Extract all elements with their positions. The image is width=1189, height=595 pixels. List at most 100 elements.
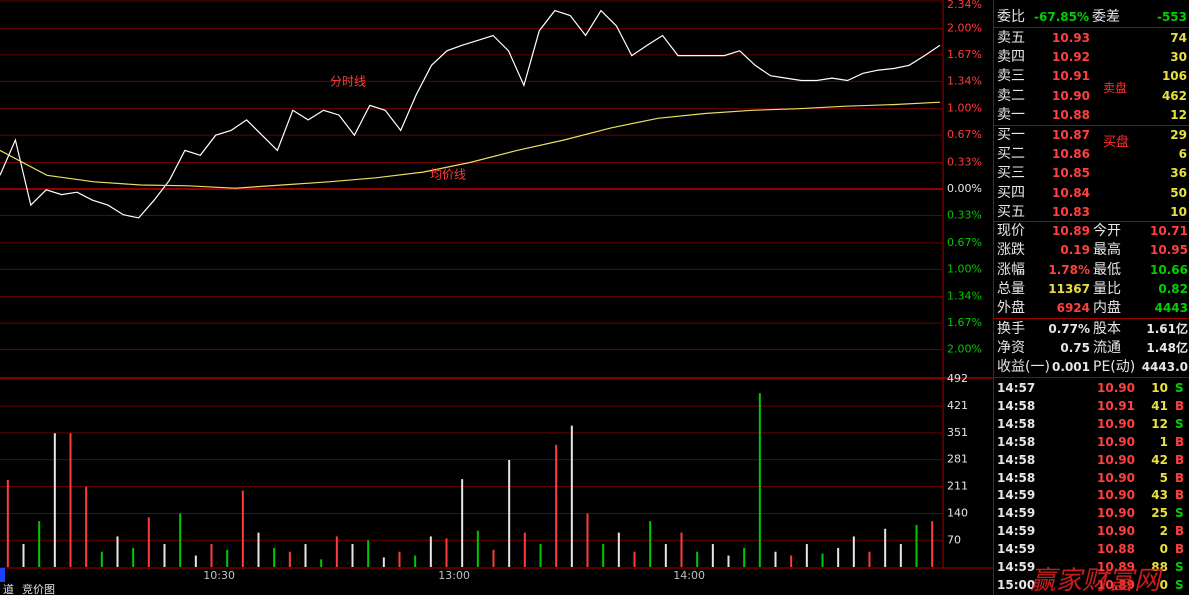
book-volume: 36 <box>1170 166 1187 181</box>
chart: 2.34% 2.00% 1.67% 1.34% 1.00% 0.67% 0.33% 0.00%… <box>0 0 993 595</box>
volume-bar <box>210 544 213 567</box>
trade-time: 14:59 <box>997 488 1036 503</box>
book-price: 10.91 <box>1052 69 1090 84</box>
y-tick-label: 281 <box>947 453 968 466</box>
book-label: 卖一 <box>997 106 1025 123</box>
volume-bar <box>398 551 401 567</box>
chart-bg <box>0 0 993 595</box>
trade-volume: 10 <box>1151 381 1168 395</box>
volume-bar <box>116 536 119 567</box>
y-tick-label: 70 <box>947 533 961 546</box>
volume-bar <box>429 536 432 567</box>
x-tick-label: 10:30 <box>203 569 235 582</box>
stat-label: PE(动) <box>1093 359 1136 376</box>
book-label: 买五 <box>997 203 1025 220</box>
volume-bar <box>273 547 276 567</box>
stat-label: 内盘 <box>1093 300 1121 317</box>
trade-price: 10.90 <box>1097 524 1135 539</box>
book-label: 卖四 <box>997 49 1025 66</box>
volume-bar <box>633 551 636 567</box>
trade-time: 14:59 <box>997 524 1036 539</box>
trade-volume: 5 <box>1159 470 1168 485</box>
volume-bar <box>931 521 934 567</box>
trade-volume: 1 <box>1159 434 1168 449</box>
y-tick-label: 140 <box>947 507 968 520</box>
y-tick-label: 1.00% <box>947 102 982 115</box>
price-line <box>0 9 941 219</box>
book-price: 10.88 <box>1052 107 1090 122</box>
trade-price: 10.89 <box>1097 560 1135 574</box>
trade-price: 10.91 <box>1097 398 1135 413</box>
tab[interactable]: 竞价图 <box>22 582 55 595</box>
volume-bar <box>680 532 683 567</box>
volume-bar <box>476 530 479 567</box>
panel-divider <box>993 0 994 595</box>
book-label: 买二 <box>997 146 1025 163</box>
volume-bar <box>790 555 793 567</box>
stat-value: 0.75 <box>1060 340 1090 355</box>
separator <box>994 27 1189 28</box>
trade-time: 14:58 <box>997 452 1036 467</box>
stat-value: 10.89 <box>1052 224 1090 238</box>
book-price: 10.93 <box>1052 31 1090 45</box>
volume-bar <box>461 479 464 567</box>
volume-bar <box>351 544 354 567</box>
volume-bar <box>414 555 417 567</box>
trade-volume: 2 <box>1159 524 1168 539</box>
trade-side: B <box>1175 434 1185 449</box>
stat-value: 10.95 <box>1150 243 1188 258</box>
volume-bar <box>445 538 448 567</box>
y-tick-label: 0.33% <box>947 155 982 168</box>
trade-time: 15:00 <box>997 577 1036 592</box>
trade-side: S <box>1175 381 1184 395</box>
separator <box>994 377 1189 378</box>
book-price: 10.83 <box>1052 204 1090 219</box>
trade-side: S <box>1175 577 1184 592</box>
trade-volume: 0 <box>1159 577 1168 592</box>
stat-label: 涨跌 <box>997 242 1025 259</box>
stat-value: 0.001 <box>1052 360 1090 375</box>
book-volume: 12 <box>1170 107 1187 122</box>
trade-side: B <box>1175 398 1185 413</box>
volume-bar <box>539 544 542 567</box>
y-tick-label: 2.00% <box>947 343 982 356</box>
volume-bar <box>163 544 166 567</box>
x-tick-label: 14:00 <box>673 569 705 582</box>
trade-price: 10.90 <box>1097 488 1135 503</box>
trade-time: 14:57 <box>997 381 1036 395</box>
price-line <box>0 101 941 189</box>
y-tick-label: 0.33% <box>947 209 982 222</box>
volume-bar <box>727 555 730 567</box>
book-tag: 买盘 <box>1103 135 1130 150</box>
trade-volume: 41 <box>1151 398 1168 413</box>
volume-bar <box>743 547 746 567</box>
tab[interactable]: 道 <box>3 582 14 595</box>
volume-bar <box>69 433 72 567</box>
book-label: 买三 <box>997 165 1025 182</box>
y-tick-label: 1.67% <box>947 316 982 329</box>
book-volume: 106 <box>1161 69 1187 84</box>
stat-label: 股本 <box>1093 320 1121 337</box>
stat-value: 0.82 <box>1158 281 1188 296</box>
volume-bar <box>884 528 887 567</box>
y-tick-label: 0.67% <box>947 128 982 141</box>
volume-bar <box>711 544 714 567</box>
trade-side: S <box>1175 506 1184 521</box>
volume-bar <box>320 559 323 567</box>
volume-bar <box>194 555 197 567</box>
volume-bar <box>6 479 9 567</box>
volume-bar <box>38 521 41 567</box>
volume-bar <box>570 425 573 567</box>
stat-value: 11367 <box>1048 281 1090 296</box>
volume-bar <box>147 517 150 567</box>
volume-bar <box>868 551 871 567</box>
stat-label: 流通 <box>1093 339 1121 356</box>
volume-bar <box>22 544 25 567</box>
stat-value: 0.77% <box>1048 321 1090 336</box>
separator <box>994 221 1189 222</box>
volume-bar <box>304 544 307 567</box>
trade-price: 10.90 <box>1097 434 1135 449</box>
stat-value: 10.66 <box>1150 262 1188 277</box>
volume-bar <box>53 433 56 567</box>
ratio-value: -553 <box>1156 10 1187 24</box>
